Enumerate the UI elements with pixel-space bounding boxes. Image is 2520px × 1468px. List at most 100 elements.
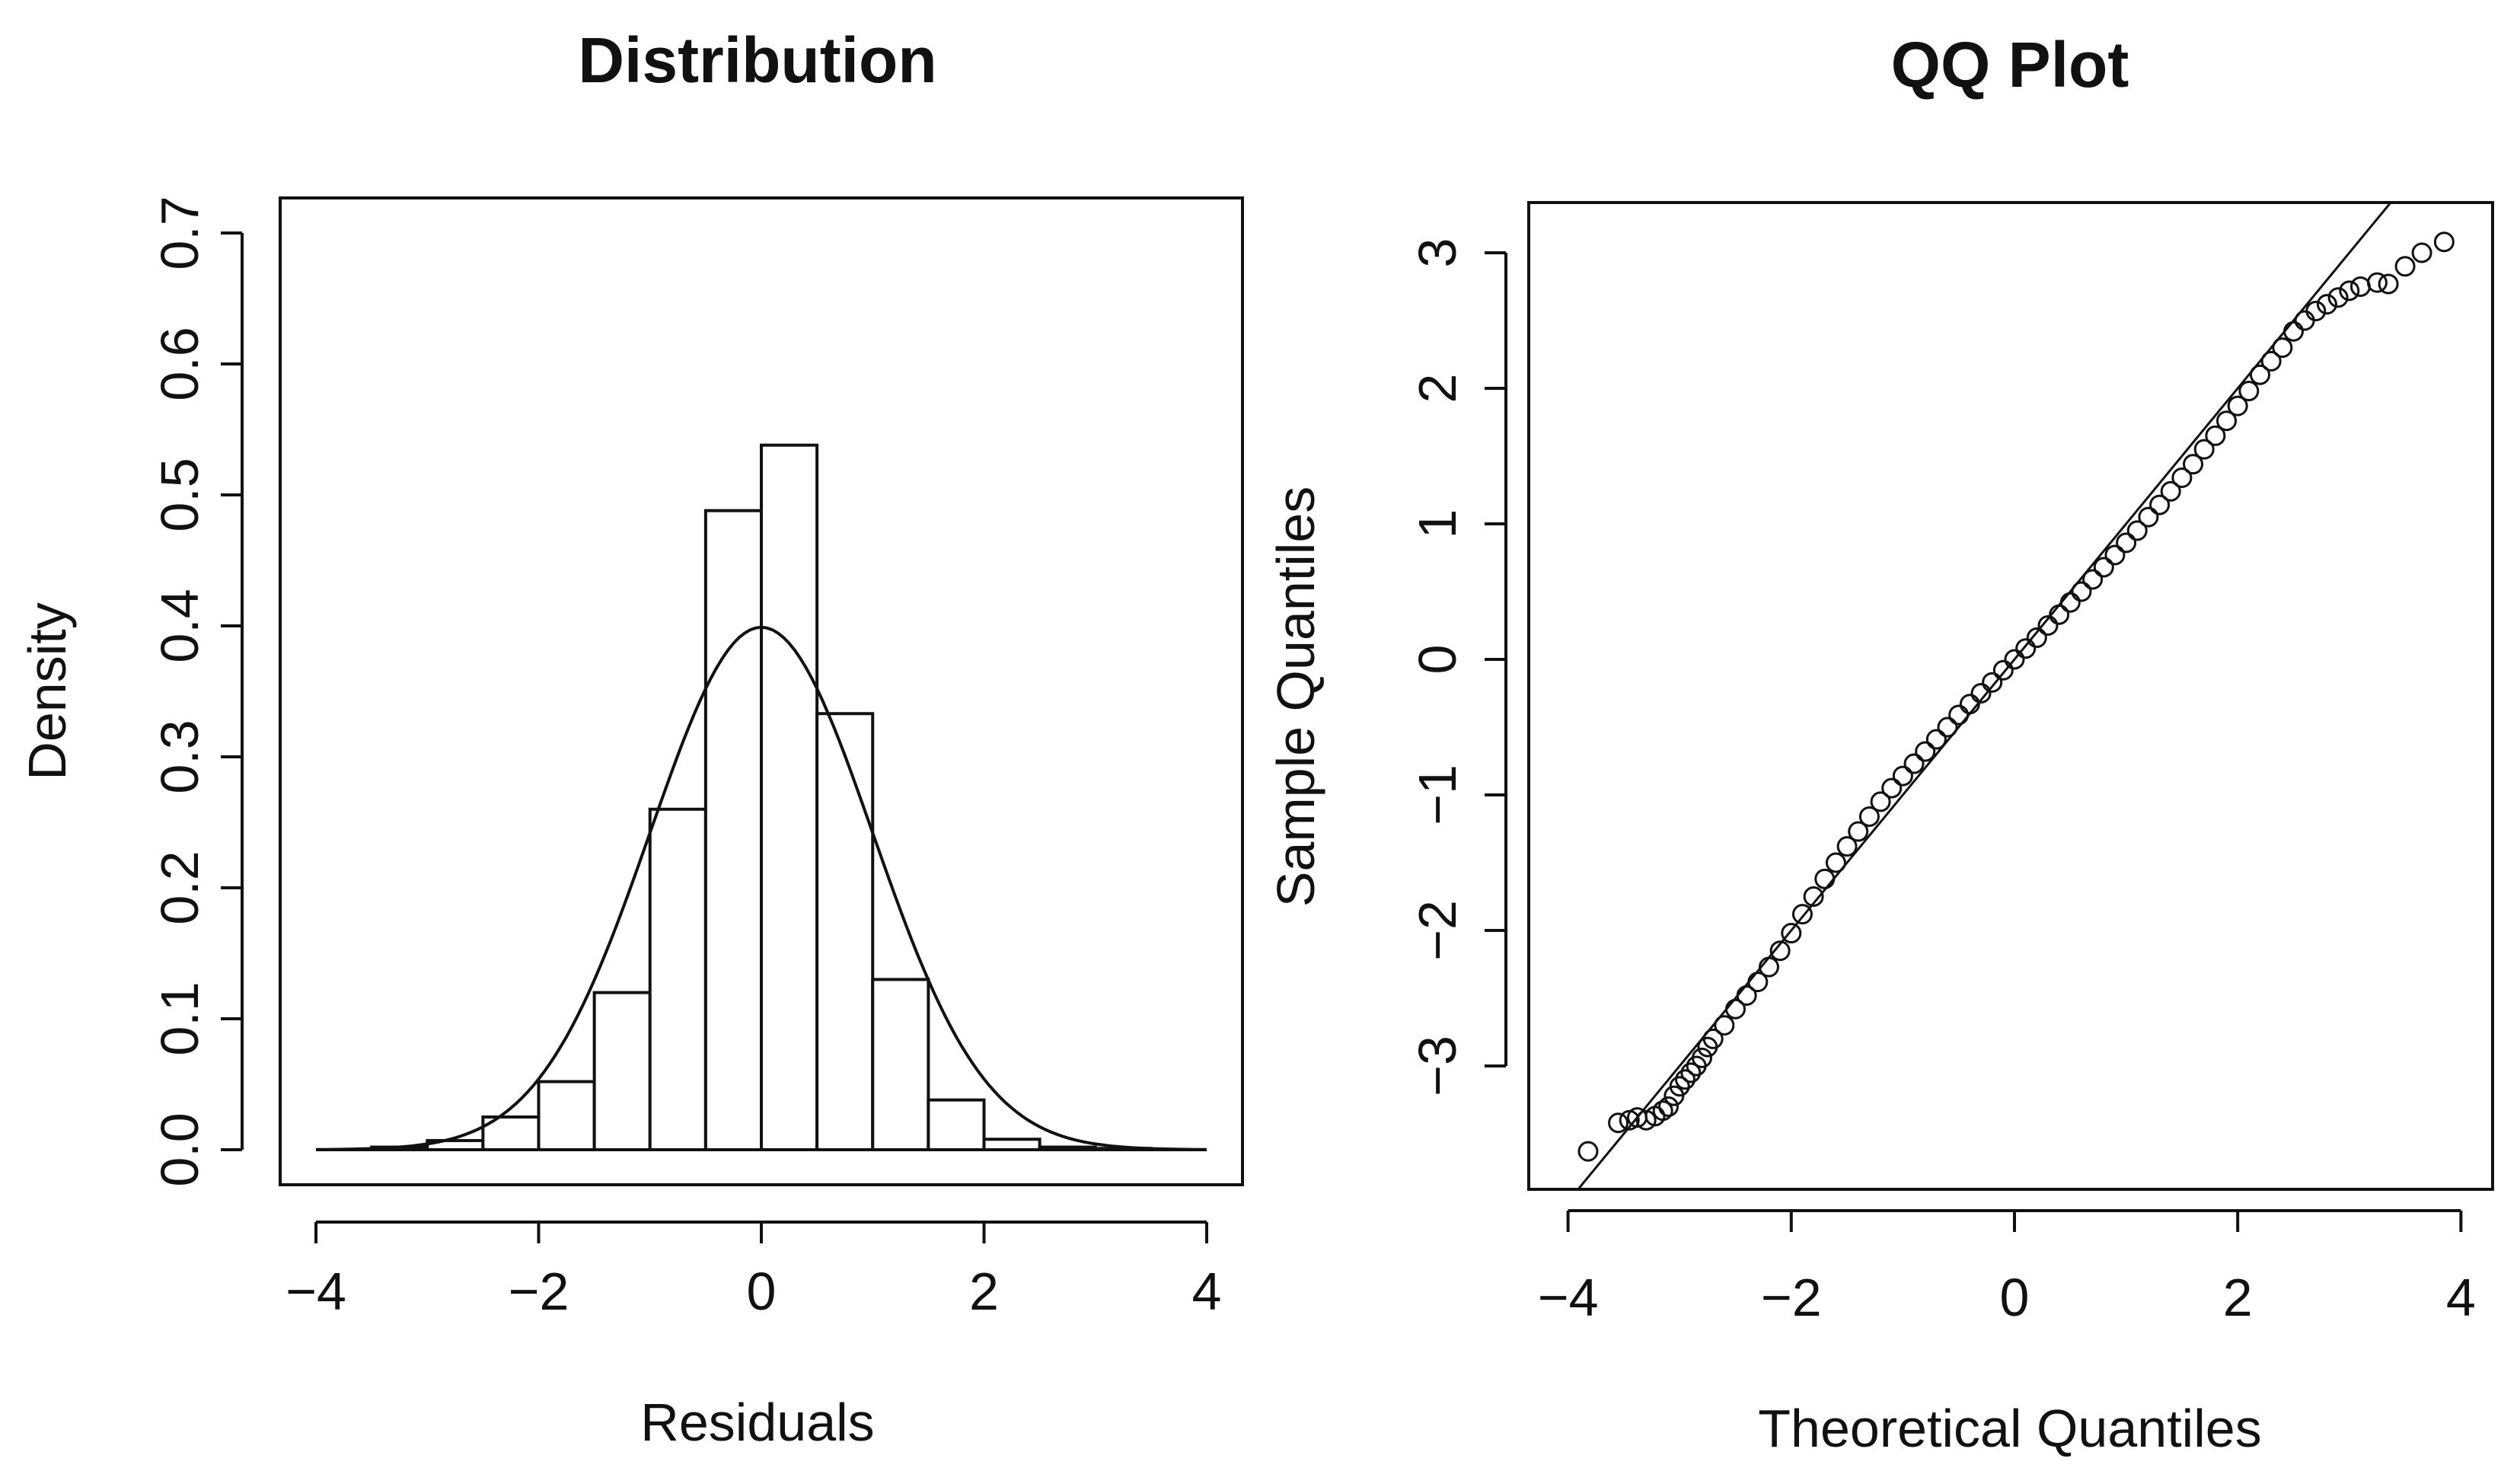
qq-y-tick-label: −3 <box>1408 1036 1467 1096</box>
qq-point <box>2104 544 2126 566</box>
qq-point <box>2093 557 2114 578</box>
qq-point <box>2238 381 2260 402</box>
histogram-panel: Distribution −4 −2 0 2 4 0.00.10.20.30.40.50… <box>18 24 1244 1452</box>
qq-point <box>1725 998 1746 1020</box>
qq-x-label: Theoretical Quantiles <box>1758 1399 2261 1458</box>
histogram-title: Distribution <box>578 24 936 96</box>
qq-y-tick-label: 3 <box>1408 238 1467 268</box>
qq-point <box>1848 821 1869 842</box>
qq-y-tick-label: −1 <box>1408 764 1467 825</box>
qq-point <box>1658 1096 1679 1117</box>
histogram-x-axis: −4 −2 0 2 4 <box>285 1221 1222 1321</box>
density-curve <box>315 625 1207 1151</box>
qq-x-tick-label: 0 <box>2000 1268 2030 1327</box>
qq-point <box>1858 806 1880 827</box>
qq-x-tick-label: 2 <box>2223 1268 2253 1327</box>
qq-point <box>2227 395 2248 416</box>
qq-point <box>1937 716 1958 738</box>
qq-point <box>2272 337 2293 359</box>
qq-x-tick-label: 4 <box>2446 1268 2476 1327</box>
qq-point <box>2160 480 2181 502</box>
qq-point <box>2116 532 2137 554</box>
qq-point <box>1892 765 1913 787</box>
qq-point <box>1870 791 1891 812</box>
qq-point <box>1736 985 1757 1006</box>
qq-point <box>1970 683 1992 704</box>
qq-point <box>2366 272 2388 293</box>
qq-point <box>1992 659 2014 681</box>
qq-point <box>1803 886 1824 907</box>
qq-point <box>1814 868 1836 889</box>
qq-panel: QQ Plot −4 −2 0 2 4 −3 −2 −1 0 1 2 3 Theoretical Q… <box>1266 29 2494 1458</box>
histogram-x-tick-label: 2 <box>969 1262 999 1321</box>
qq-point <box>2049 604 2070 625</box>
qq-point <box>1881 777 1903 799</box>
qq-point <box>2394 256 2416 277</box>
qq-point <box>2059 592 2081 613</box>
histogram-bars <box>370 443 1153 1152</box>
qq-point <box>1680 1062 1702 1083</box>
qq-point <box>2378 273 2399 295</box>
qq-x-tick-label: −2 <box>1761 1268 1822 1327</box>
qq-point <box>2015 638 2037 659</box>
histogram-x-tick-label: 4 <box>1192 1262 1222 1321</box>
qq-point <box>2126 520 2148 541</box>
qq-point <box>1769 940 1791 962</box>
qq-y-axis: −3 −2 −1 0 1 2 3 <box>1408 238 1507 1096</box>
qq-point <box>2294 310 2315 331</box>
qq-y-label: Sample Quantiles <box>1266 487 1325 908</box>
qq-point <box>2349 276 2371 297</box>
qq-y-tick-label: 0 <box>1408 645 1467 675</box>
histogram-x-tick-label: −2 <box>509 1262 569 1321</box>
qq-point <box>2260 350 2282 372</box>
histogram-y-axis: 0.0 0.1 0.2 0.3 0.4 0.5 0.6 0.7 <box>150 196 244 1187</box>
qq-point <box>2216 410 2238 432</box>
qq-point <box>1915 741 1936 762</box>
qq-point <box>2283 321 2304 342</box>
qq-point <box>1577 1141 1599 1162</box>
qq-plot-frame <box>1527 201 2494 1191</box>
histogram-bar-10 <box>927 1098 986 1152</box>
qq-y-tick-label: 1 <box>1408 509 1467 539</box>
qq-point <box>1702 1028 1724 1049</box>
histogram-y-tick-label: 0.7 <box>150 196 209 270</box>
histogram-y-tick-label: 0.6 <box>150 327 209 401</box>
qq-title: QQ Plot <box>1891 29 2129 101</box>
histogram-x-label: Residuals <box>640 1393 874 1452</box>
qq-point <box>1982 672 2003 693</box>
qq-point <box>2183 454 2204 475</box>
qq-y-tick-label: 2 <box>1408 374 1467 404</box>
qq-point <box>2037 615 2059 636</box>
qq-point <box>2327 287 2349 308</box>
histogram-bar-8 <box>815 712 875 1151</box>
qq-point <box>2339 280 2360 302</box>
qq-point <box>2305 301 2327 322</box>
qq-point <box>1692 1047 1713 1068</box>
qq-point <box>1836 836 1858 857</box>
qq-point <box>1825 852 1846 873</box>
qq-point <box>2411 242 2432 263</box>
qq-point <box>1675 1069 1696 1090</box>
qq-point <box>2171 467 2193 488</box>
histogram-bar-5 <box>648 807 707 1152</box>
histogram-bar-4 <box>592 991 652 1151</box>
qq-reference-line <box>1576 203 2393 1189</box>
qq-point <box>2138 506 2159 528</box>
histogram-y-tick-label: 0.0 <box>150 1112 209 1186</box>
qq-point <box>2316 294 2337 315</box>
qq-point <box>2149 494 2171 515</box>
histogram-bar-6 <box>703 509 763 1151</box>
qq-point <box>2004 649 2025 670</box>
qq-point <box>1652 1100 1673 1122</box>
qq-point <box>2082 569 2104 590</box>
qq-point <box>1758 956 1779 978</box>
qq-point <box>1781 923 1802 944</box>
histogram-y-tick-label: 0.4 <box>150 589 209 662</box>
qq-point <box>1959 694 1980 715</box>
qq-y-tick-label: −2 <box>1408 900 1467 961</box>
qq-point <box>1747 972 1769 993</box>
qq-point <box>1669 1076 1690 1097</box>
qq-point <box>2433 231 2455 253</box>
qq-point <box>1948 704 1970 726</box>
